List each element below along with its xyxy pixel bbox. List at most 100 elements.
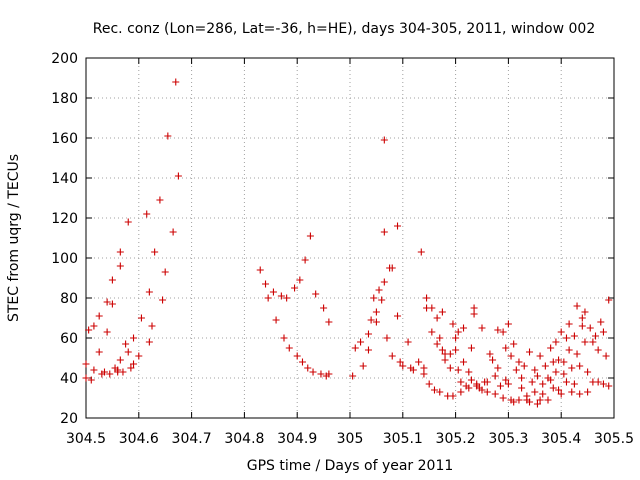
data-point [367, 316, 375, 324]
data-point [573, 302, 581, 310]
data-point [552, 338, 560, 346]
data-point [520, 362, 528, 370]
data-point [589, 338, 597, 346]
data-point [526, 348, 534, 356]
data-point [483, 388, 491, 396]
data-point [460, 358, 468, 366]
data-point [420, 370, 428, 378]
data-point [576, 390, 584, 398]
data-point [106, 370, 114, 378]
data-point [533, 372, 541, 380]
data-point [298, 358, 306, 366]
x-tick-label: 305.1 [383, 431, 423, 447]
data-point [438, 346, 446, 354]
chart-title: Rec. conz (Lon=286, Lat=-36, h=HE), days… [93, 21, 595, 37]
data-point [95, 312, 103, 320]
data-point [465, 384, 473, 392]
data-point [108, 276, 116, 284]
data-point [394, 312, 402, 320]
data-point [143, 210, 151, 218]
data-point [438, 308, 446, 316]
y-axis-title: STEC from uqrg / TECUs [6, 154, 22, 322]
data-point [560, 370, 568, 378]
data-point [417, 248, 425, 256]
data-point [533, 400, 541, 408]
data-point [420, 364, 428, 372]
data-point [359, 362, 367, 370]
data-point [473, 380, 481, 388]
data-point [494, 326, 502, 334]
data-point [277, 292, 285, 300]
data-point [82, 374, 90, 382]
data-point [531, 366, 539, 374]
data-point [87, 376, 95, 384]
data-point [557, 390, 565, 398]
data-point [256, 266, 264, 274]
data-point [510, 340, 518, 348]
data-point [116, 356, 124, 364]
data-point [544, 396, 552, 404]
data-point [272, 316, 280, 324]
data-point [594, 346, 602, 354]
x-axis-ticks: 304.5 304.6 304.7 304.8 304.9 305 305.1 305.2 30… [66, 58, 634, 447]
data-point [262, 280, 270, 288]
data-point [428, 304, 436, 312]
x-tick-label: 305.2 [436, 431, 476, 447]
data-point [541, 362, 549, 370]
data-point [483, 378, 491, 386]
y-tick-label: 160 [51, 131, 78, 147]
x-axis-title: GPS time / Days of year 2011 [247, 458, 454, 474]
x-tick-label: 305.3 [488, 431, 528, 447]
data-point [586, 324, 594, 332]
data-point [539, 390, 547, 398]
data-point [536, 352, 544, 360]
data-point [507, 352, 515, 360]
data-point [547, 344, 555, 352]
data-point [460, 324, 468, 332]
data-point [584, 368, 592, 376]
data-point [130, 334, 138, 342]
data-point [433, 314, 441, 322]
data-point [108, 300, 116, 308]
data-point [174, 172, 182, 180]
data-point [90, 366, 98, 374]
data-point [510, 398, 518, 406]
data-point [357, 338, 365, 346]
data-point [380, 136, 388, 144]
data-point [491, 390, 499, 398]
data-point [599, 328, 607, 336]
data-point [549, 384, 557, 392]
data-point [452, 334, 460, 342]
data-point [602, 352, 610, 360]
data-point [531, 388, 539, 396]
data-point [436, 334, 444, 342]
data-point [433, 340, 441, 348]
data-point [372, 308, 380, 316]
data-point [127, 364, 135, 372]
data-point [478, 324, 486, 332]
data-point [430, 386, 438, 394]
data-point [449, 320, 457, 328]
data-point [404, 338, 412, 346]
data-point [467, 344, 475, 352]
data-point [436, 388, 444, 396]
data-point [428, 328, 436, 336]
data-point [135, 352, 143, 360]
x-tick-label: 304.6 [119, 431, 159, 447]
data-point [494, 364, 502, 372]
x-tick-label: 304.7 [172, 431, 212, 447]
data-point [151, 248, 159, 256]
data-point [349, 372, 357, 380]
data-point [454, 366, 462, 374]
data-point [396, 358, 404, 366]
data-point [515, 358, 523, 366]
data-point [457, 378, 465, 386]
data-point [581, 308, 589, 316]
grid-lines [86, 58, 614, 418]
data-point [425, 380, 433, 388]
y-tick-label: 20 [60, 411, 78, 427]
data-point [100, 368, 108, 376]
data-point [491, 372, 499, 380]
y-tick-label: 80 [60, 291, 78, 307]
data-point [264, 294, 272, 302]
